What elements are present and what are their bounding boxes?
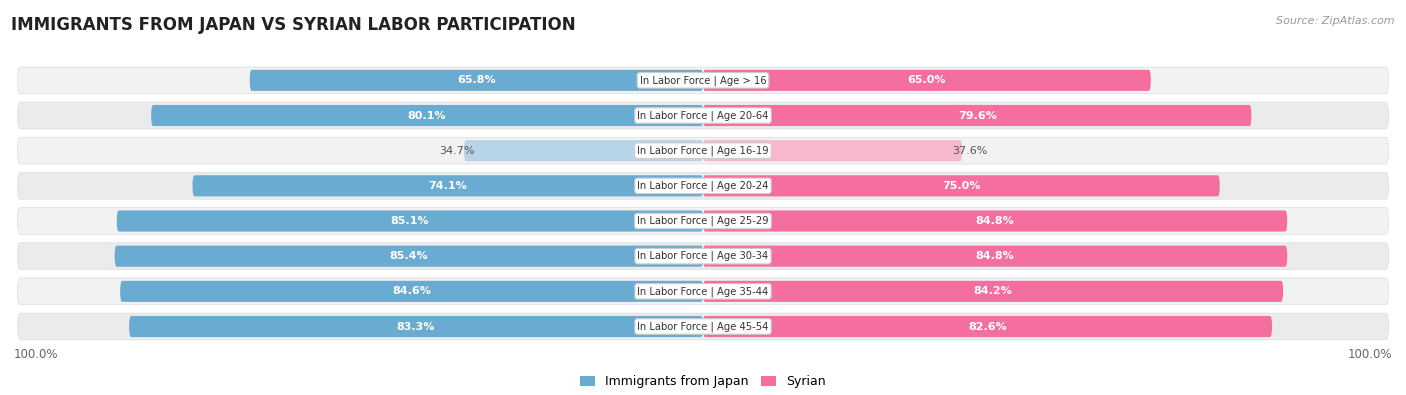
FancyBboxPatch shape bbox=[703, 105, 1251, 126]
FancyBboxPatch shape bbox=[129, 316, 703, 337]
Text: In Labor Force | Age 35-44: In Labor Force | Age 35-44 bbox=[637, 286, 769, 297]
Text: 84.6%: 84.6% bbox=[392, 286, 432, 296]
Text: In Labor Force | Age 20-24: In Labor Force | Age 20-24 bbox=[637, 181, 769, 191]
Text: 85.1%: 85.1% bbox=[391, 216, 429, 226]
Text: 84.2%: 84.2% bbox=[974, 286, 1012, 296]
FancyBboxPatch shape bbox=[17, 67, 1389, 94]
Text: 82.6%: 82.6% bbox=[969, 322, 1007, 331]
FancyBboxPatch shape bbox=[703, 246, 1288, 267]
Text: 74.1%: 74.1% bbox=[429, 181, 467, 191]
FancyBboxPatch shape bbox=[117, 211, 703, 231]
FancyBboxPatch shape bbox=[17, 208, 1389, 234]
Text: In Labor Force | Age 30-34: In Labor Force | Age 30-34 bbox=[637, 251, 769, 261]
FancyBboxPatch shape bbox=[17, 173, 1389, 199]
Text: 37.6%: 37.6% bbox=[952, 146, 987, 156]
Text: In Labor Force | Age 20-64: In Labor Force | Age 20-64 bbox=[637, 110, 769, 121]
Text: 79.6%: 79.6% bbox=[957, 111, 997, 120]
Text: 65.8%: 65.8% bbox=[457, 75, 496, 85]
FancyBboxPatch shape bbox=[17, 243, 1389, 269]
Text: 83.3%: 83.3% bbox=[396, 322, 436, 331]
FancyBboxPatch shape bbox=[193, 175, 703, 196]
FancyBboxPatch shape bbox=[120, 281, 703, 302]
Text: 100.0%: 100.0% bbox=[1347, 348, 1392, 361]
FancyBboxPatch shape bbox=[703, 281, 1284, 302]
Text: 84.8%: 84.8% bbox=[976, 216, 1015, 226]
Text: 75.0%: 75.0% bbox=[942, 181, 980, 191]
FancyBboxPatch shape bbox=[703, 211, 1288, 231]
FancyBboxPatch shape bbox=[703, 140, 962, 161]
FancyBboxPatch shape bbox=[17, 137, 1389, 164]
Text: In Labor Force | Age > 16: In Labor Force | Age > 16 bbox=[640, 75, 766, 86]
Text: 85.4%: 85.4% bbox=[389, 251, 429, 261]
Text: IMMIGRANTS FROM JAPAN VS SYRIAN LABOR PARTICIPATION: IMMIGRANTS FROM JAPAN VS SYRIAN LABOR PA… bbox=[11, 16, 576, 34]
FancyBboxPatch shape bbox=[250, 70, 703, 91]
Text: 84.8%: 84.8% bbox=[976, 251, 1015, 261]
FancyBboxPatch shape bbox=[703, 175, 1219, 196]
Text: In Labor Force | Age 16-19: In Labor Force | Age 16-19 bbox=[637, 145, 769, 156]
FancyBboxPatch shape bbox=[703, 316, 1272, 337]
FancyBboxPatch shape bbox=[17, 313, 1389, 340]
Text: 34.7%: 34.7% bbox=[439, 146, 474, 156]
Text: 65.0%: 65.0% bbox=[908, 75, 946, 85]
Text: In Labor Force | Age 25-29: In Labor Force | Age 25-29 bbox=[637, 216, 769, 226]
Text: Source: ZipAtlas.com: Source: ZipAtlas.com bbox=[1277, 16, 1395, 26]
FancyBboxPatch shape bbox=[464, 140, 703, 161]
Text: 100.0%: 100.0% bbox=[14, 348, 59, 361]
Legend: Immigrants from Japan, Syrian: Immigrants from Japan, Syrian bbox=[575, 370, 831, 393]
FancyBboxPatch shape bbox=[115, 246, 703, 267]
FancyBboxPatch shape bbox=[703, 70, 1152, 91]
FancyBboxPatch shape bbox=[17, 278, 1389, 305]
Text: In Labor Force | Age 45-54: In Labor Force | Age 45-54 bbox=[637, 321, 769, 332]
Text: 80.1%: 80.1% bbox=[408, 111, 446, 120]
FancyBboxPatch shape bbox=[152, 105, 703, 126]
FancyBboxPatch shape bbox=[17, 102, 1389, 129]
